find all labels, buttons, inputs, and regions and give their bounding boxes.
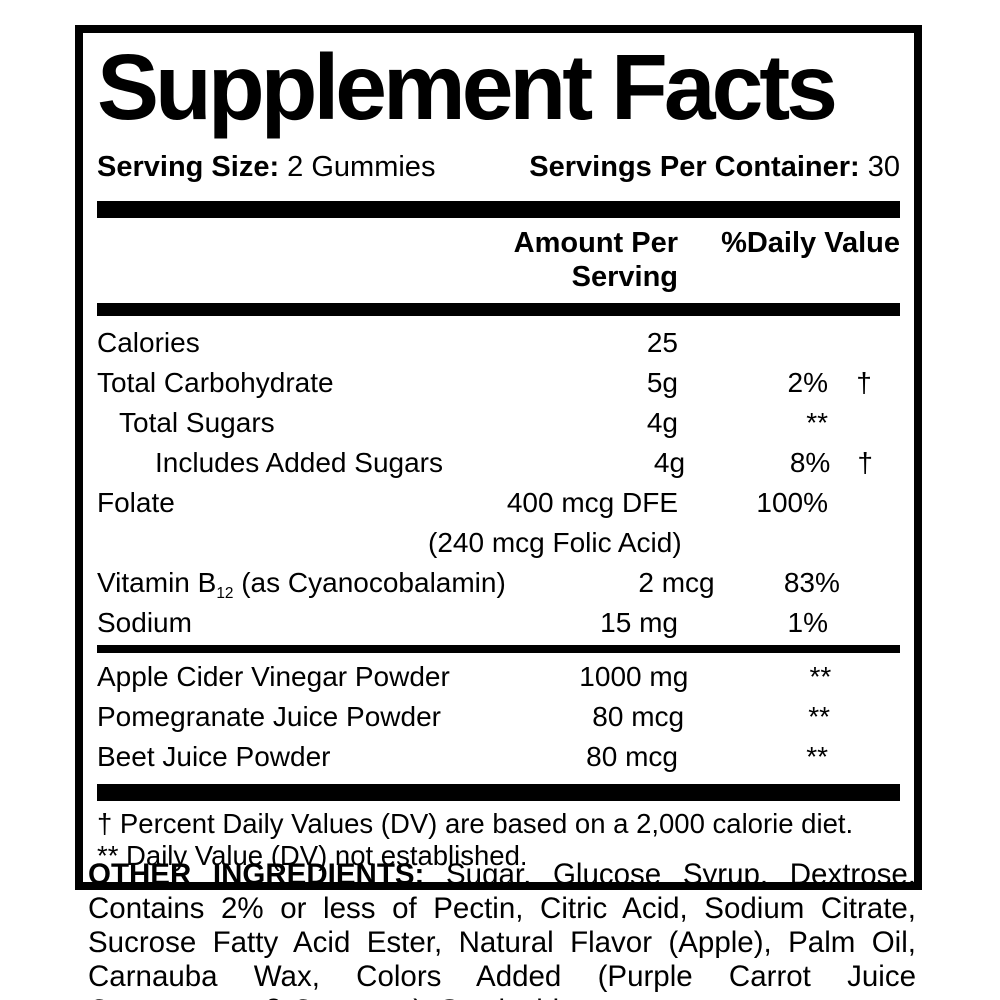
other-ingredients-label: OTHER INGREDIENTS: bbox=[88, 858, 425, 891]
footnote-symbol-cell bbox=[828, 483, 900, 523]
other-ingredients-paragraph: OTHER INGREDIENTS: Sugar, Glucose Syrup,… bbox=[88, 858, 916, 1000]
nutrient-row-total-sugars: Total Sugars 4g ** bbox=[97, 403, 900, 443]
amount-cell: 15 mg bbox=[600, 607, 678, 639]
other-ingredients-text: Sugar, Glucose Syrup, Dextrose, Contains… bbox=[88, 858, 916, 1000]
footnote-symbol-cell: † bbox=[856, 367, 872, 399]
daily-value-cell bbox=[678, 323, 828, 363]
amount-cell: 4g bbox=[653, 447, 686, 479]
footnote-symbol-cell bbox=[828, 737, 900, 777]
nutrient-row-added-sugars: Includes Added Sugars 4g 8% † bbox=[97, 443, 900, 483]
divider-bar-mid bbox=[97, 645, 900, 654]
footnotes-section: † Percent Daily Values (DV) are based on… bbox=[97, 801, 900, 872]
footnote-symbol-cell bbox=[828, 403, 900, 443]
ingredient-name: Beet Juice Powder bbox=[97, 741, 331, 773]
nutrient-row-sodium: Sodium 15 mg 1% bbox=[97, 603, 900, 643]
footnote-symbol-cell bbox=[840, 563, 900, 603]
amount-cell: 4g bbox=[646, 407, 678, 439]
daily-value-cell: 8% bbox=[789, 447, 831, 479]
ingredient-name: Pomegranate Juice Powder bbox=[97, 701, 441, 733]
daily-value-cell: 2% bbox=[787, 367, 828, 399]
serving-info-row: Serving Size: 2 Gummies Servings Per Con… bbox=[97, 149, 900, 185]
footnote-symbol-cell: † bbox=[857, 447, 873, 479]
nutrient-row-vitamin-b12: Vitamin B12 (as Cyanocobalamin) 2 mcg 83… bbox=[97, 563, 900, 603]
divider-bar-below-headers bbox=[97, 303, 900, 317]
column-header-amount: Amount Per Serving bbox=[513, 227, 678, 294]
amount-cell: 80 mcg bbox=[586, 741, 678, 773]
serving-size: Serving Size: 2 Gummies bbox=[97, 149, 435, 185]
ingredient-row-beet-juice: Beet Juice Powder 80 mcg ** bbox=[97, 737, 900, 777]
nutrient-name: Calories bbox=[97, 327, 200, 359]
amount-cell: 400 mcg DFE bbox=[506, 487, 678, 519]
amount-cell: 80 mcg bbox=[592, 701, 685, 733]
servings-per-container: Servings Per Container: 30 bbox=[529, 149, 900, 185]
b12-subscript: 12 bbox=[216, 585, 234, 603]
amount-cell: 2 mcg bbox=[638, 567, 715, 599]
nutrient-name: Total Sugars bbox=[119, 407, 275, 439]
servings-per-container-value: 30 bbox=[859, 151, 900, 184]
amount-cell: (240 mcg Folic Acid) bbox=[428, 527, 682, 559]
divider-bar-thick-bottom bbox=[97, 784, 900, 802]
footnote-symbol-cell bbox=[828, 603, 900, 643]
blend-rows-section: Apple Cider Vinegar Powder 1000 mg ** Po… bbox=[97, 655, 900, 777]
serving-size-value: 2 Gummies bbox=[279, 151, 436, 184]
ingredient-row-apple-cider-vinegar: Apple Cider Vinegar Powder 1000 mg ** bbox=[97, 657, 900, 697]
daily-value-cell: ** bbox=[806, 407, 828, 439]
footnote-symbol-cell bbox=[830, 697, 900, 737]
footnote-symbol-cell bbox=[831, 657, 900, 697]
divider-bar-thick-top bbox=[97, 201, 900, 219]
amount-cell: 5g bbox=[646, 367, 678, 399]
servings-per-container-label: Servings Per Container: bbox=[529, 151, 860, 184]
nutrient-name: Vitamin B12 (as Cyanocobalamin) bbox=[97, 567, 506, 603]
nutrient-row-folate: Folate 400 mcg DFE 100% bbox=[97, 483, 900, 523]
daily-value-cell: 83% bbox=[783, 567, 840, 599]
ingredient-row-pomegranate-juice: Pomegranate Juice Powder 80 mcg ** bbox=[97, 697, 900, 737]
daily-value-cell: 1% bbox=[787, 607, 828, 639]
serving-size-label: Serving Size: bbox=[97, 151, 280, 184]
footnote-symbol-cell bbox=[828, 323, 900, 363]
supplement-facts-panel: Supplement Facts Serving Size: 2 Gummies… bbox=[75, 25, 922, 891]
nutrient-name: Total Carbohydrate bbox=[97, 367, 334, 399]
nutrient-row-folic-acid-equivalent: (240 mcg Folic Acid) bbox=[97, 523, 900, 563]
nutrient-rows-section: Calories 25 Total Carbohydrate 5g 2% † T… bbox=[97, 316, 900, 643]
amount-cell: 25 bbox=[646, 327, 678, 359]
nutrient-name: Sodium bbox=[97, 607, 192, 639]
nutrient-name: Includes Added Sugars bbox=[155, 447, 443, 479]
footnote-dv-not-established: ** Daily Value (DV) not established. bbox=[97, 840, 528, 872]
column-headers-row: Amount Per Serving %Daily Value bbox=[97, 218, 900, 303]
daily-value-cell bbox=[678, 523, 828, 563]
amount-cell: 1000 mg bbox=[579, 661, 689, 693]
nutrient-row-total-carbohydrate: Total Carbohydrate 5g 2% † bbox=[97, 363, 900, 403]
daily-value-cell: ** bbox=[808, 701, 830, 733]
column-header-daily-value: %Daily Value bbox=[721, 227, 900, 260]
nutrient-name bbox=[97, 523, 428, 563]
daily-value-cell: ** bbox=[809, 661, 832, 693]
ingredient-name: Apple Cider Vinegar Powder bbox=[97, 661, 450, 693]
nutrient-name: Folate bbox=[97, 487, 175, 519]
nutrient-row-calories: Calories 25 bbox=[97, 323, 900, 363]
footnote-symbol-cell bbox=[828, 523, 900, 563]
column-header-spacer bbox=[97, 226, 428, 294]
footnote-daily-values: † Percent Daily Values (DV) are based on… bbox=[97, 808, 854, 840]
daily-value-cell: ** bbox=[806, 741, 828, 773]
panel-title: Supplement Facts bbox=[97, 35, 838, 139]
daily-value-cell: 100% bbox=[756, 487, 828, 519]
